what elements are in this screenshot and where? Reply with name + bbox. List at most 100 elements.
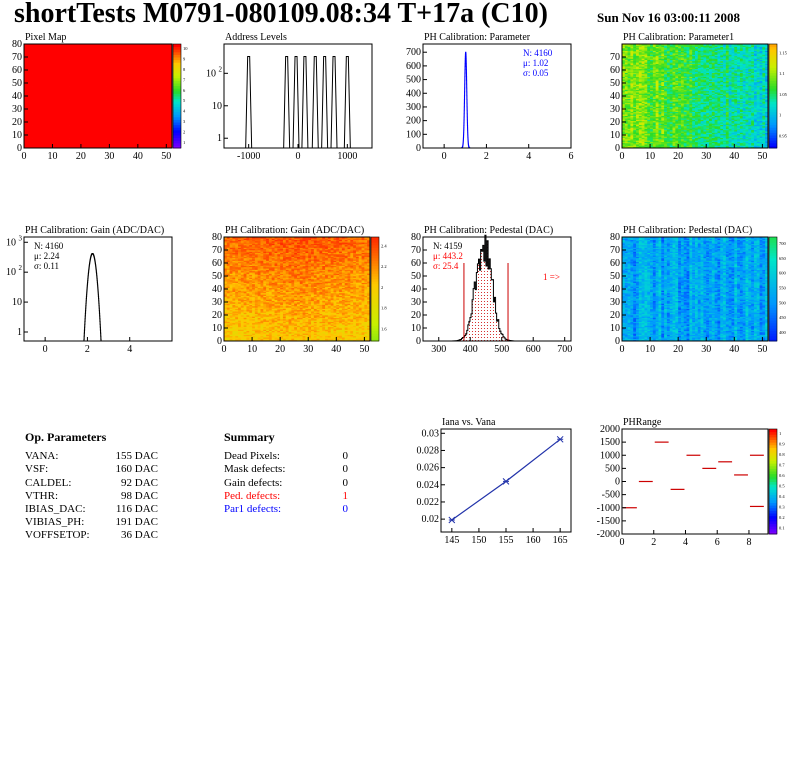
heatmap-cell: [163, 137, 167, 140]
heatmap-cell: [630, 45, 634, 47]
heatmap-cell: [638, 136, 643, 138]
heatmap-cell: [78, 136, 82, 138]
heatmap-cell: [86, 44, 90, 46]
heatmap-cell: [140, 92, 144, 94]
heatmap-cell: [152, 110, 156, 112]
heatmap-cell: [157, 55, 162, 58]
heatmap-cell: [157, 72, 162, 75]
heatmap-cell: [160, 127, 164, 129]
heatmap-cell: [126, 106, 130, 109]
heatmap-cell: [633, 99, 637, 102]
heatmap-cell: [46, 137, 51, 140]
heatmap-cell: [132, 109, 136, 111]
heatmap-cell: [117, 67, 122, 70]
heatmap-cell: [43, 51, 48, 54]
heatmap-cell: [622, 112, 626, 115]
heatmap-cell: [120, 111, 125, 114]
heatmap-cell: [32, 58, 36, 60]
heatmap-cell: [38, 107, 42, 110]
heatmap-cell: [627, 120, 631, 123]
heatmap-cell: [80, 110, 85, 112]
heatmap-cell: [35, 137, 39, 140]
heatmap-cell: [154, 72, 159, 75]
heatmap-cell: [641, 118, 645, 120]
heatmap-cell: [143, 115, 147, 118]
heatmap-cell: [43, 86, 48, 89]
heatmap-cell: [644, 129, 648, 132]
heatmap-cell: [89, 129, 93, 132]
heatmap-cell: [112, 135, 116, 137]
heatmap-cell: [143, 80, 147, 83]
heatmap-cell: [72, 44, 76, 46]
heatmap-cell: [58, 84, 62, 86]
color-scale-cell: [173, 57, 181, 61]
heatmap-cell: [55, 55, 59, 58]
heatmap-cell: [115, 97, 119, 99]
heatmap-cell: [622, 77, 626, 80]
heatmap-cell: [154, 140, 159, 142]
heatmap-cell: [166, 86, 170, 89]
heatmap-cell: [26, 64, 31, 67]
heatmap-cell: [633, 131, 637, 133]
heatmap-cell: [115, 57, 119, 59]
heatmap-cell: [38, 67, 42, 70]
heatmap-cell: [109, 63, 113, 66]
heatmap-cell: [78, 54, 82, 57]
heatmap-cell: [157, 93, 162, 96]
heatmap-cell: [157, 131, 162, 133]
heatmap-cell: [43, 101, 48, 103]
heatmap-cell: [622, 92, 626, 94]
heatmap-cell: [152, 112, 156, 115]
heatmap-cell: [638, 86, 643, 89]
heatmap-cell: [160, 131, 164, 133]
heatmap-cell: [146, 84, 150, 86]
heatmap-cell: [100, 109, 105, 111]
heatmap-cell: [95, 129, 99, 132]
heatmap-cell: [140, 105, 144, 107]
heatmap-cell: [152, 114, 156, 116]
heatmap-cell: [92, 109, 96, 111]
heatmap-cell: [26, 84, 31, 86]
heatmap-cell: [32, 53, 36, 55]
heatmap-cell: [112, 62, 116, 64]
heatmap-cell: [157, 67, 162, 70]
heatmap-cell: [24, 73, 28, 76]
heatmap-cell: [123, 79, 127, 81]
heatmap-cell: [160, 107, 164, 110]
heatmap-cell: [149, 125, 153, 128]
heatmap-cell: [149, 102, 153, 105]
heatmap-cell: [29, 81, 33, 84]
heatmap-cell: [152, 64, 156, 67]
heatmap-cell: [32, 122, 36, 124]
heatmap-cell: [55, 131, 59, 133]
heatmap-cell: [137, 70, 142, 72]
heatmap-cell: [636, 122, 640, 124]
heatmap-cell: [69, 109, 73, 111]
heatmap-cell: [75, 135, 79, 137]
heatmap-cell: [112, 63, 116, 66]
heatmap-cell: [95, 135, 99, 137]
heatmap-cell: [641, 90, 645, 93]
heatmap-cell: [163, 116, 167, 119]
heatmap-cell: [120, 144, 125, 146]
heatmap-cell: [137, 120, 142, 123]
heatmap-cell: [169, 79, 173, 81]
chart-title: Address Levels: [225, 32, 287, 43]
heatmap-cell: [166, 112, 170, 115]
heatmap-cell: [624, 127, 629, 129]
heatmap-cell: [46, 85, 51, 88]
heatmap-cell: [641, 133, 645, 136]
heatmap-cell: [100, 45, 105, 47]
heatmap-cell: [61, 55, 65, 58]
heatmap-cell: [126, 102, 130, 105]
heatmap-cell: [135, 80, 139, 83]
heatmap-cell: [160, 72, 164, 75]
heatmap-cell: [137, 84, 142, 86]
heatmap-cell: [49, 57, 53, 59]
heatmap-cell: [132, 99, 136, 102]
heatmap-cell: [106, 99, 110, 102]
heatmap-cell: [78, 124, 82, 127]
heatmap-cell: [86, 46, 90, 49]
heatmap-cell: [146, 92, 150, 94]
heatmap-cell: [89, 127, 93, 129]
